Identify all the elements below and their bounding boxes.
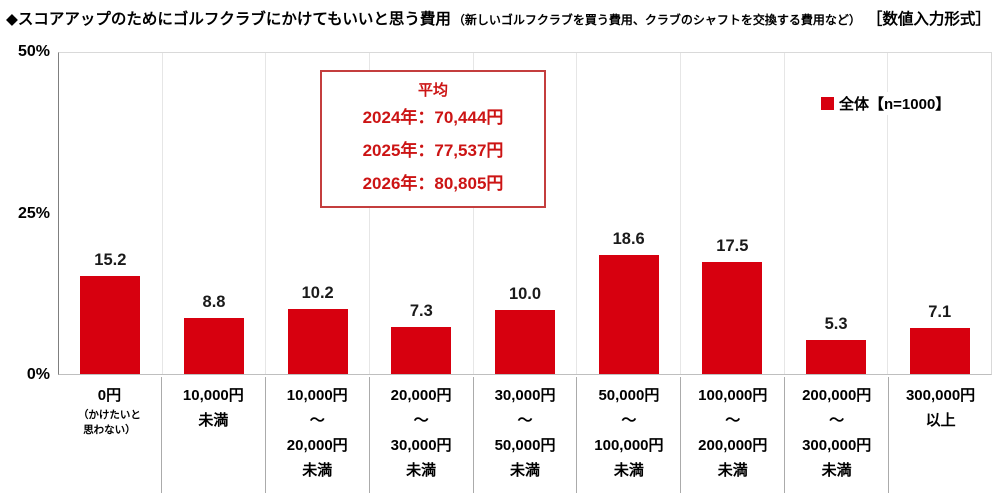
x-axis-category-label: 30,000円 ～ 50,000円 未満 <box>472 377 577 493</box>
bar <box>598 254 659 374</box>
x-label-line: 未満 <box>613 462 644 479</box>
x-label-line: 100,000円 <box>698 387 768 404</box>
average-annotation-box: 平均 2024年：70,444円 2025年：77,537円 2026年：80,… <box>320 70 546 208</box>
x-axis-category-label: 100,000円 ～ 200,000円 未満 <box>680 377 784 493</box>
x-label-line: 200,000円 <box>802 387 872 404</box>
x-label-subline: （かけたいと <box>77 409 141 421</box>
x-label-line: ～ <box>829 412 845 429</box>
chart-title: ◆スコアアップのためにゴルフクラブにかけてもいいと思う費用 （新しいゴルフクラブ… <box>6 7 998 29</box>
x-label-line: 100,000円 <box>594 437 664 454</box>
x-label-line: 未満 <box>510 462 541 479</box>
x-axis-labels: 0円 （かけたいと 思わない） 10,000円 未満 10,000円～ 20,000円 未満 2… <box>58 377 992 493</box>
x-label-line: 30,000円 <box>494 387 556 404</box>
plot-cell: 18.6 <box>576 53 680 374</box>
bar-value-label: 17.5 <box>716 236 749 255</box>
x-label-line: 300,000円 <box>802 437 872 454</box>
x-label-line: ～ <box>517 412 533 429</box>
plot-cell: 5.3 <box>783 53 888 374</box>
bar <box>287 308 348 374</box>
x-label-line: 以上 <box>925 412 956 429</box>
x-axis-category-label: 10,000円 ～ 20,000円 未満 <box>264 377 369 493</box>
plot-cell: 10.0 <box>472 53 577 374</box>
x-label-line: 30,000円 <box>390 437 452 454</box>
annotation-line-2024: 2024年：70,444円 <box>362 108 504 127</box>
bar-value-label: 7.1 <box>928 303 952 322</box>
x-axis-category-label: 300,000円 以上 <box>888 377 992 493</box>
x-label-line: 未満 <box>406 462 437 479</box>
x-label-subline: 思わない） <box>83 424 136 436</box>
x-label-line: 未満 <box>821 462 852 479</box>
bar-value-label: 7.3 <box>409 302 433 321</box>
bar-value-label: 5.3 <box>824 314 848 333</box>
x-label-line: ～ <box>413 412 429 429</box>
bar <box>909 328 970 374</box>
legend: 全体【n=1000】 <box>819 92 953 115</box>
x-axis-category-label: 50,000円 ～ 100,000円 未満 <box>576 377 680 493</box>
bar <box>80 276 141 374</box>
plot-cell: 15.2 <box>59 53 162 374</box>
x-label-line: 10,000円 <box>286 387 348 404</box>
plot-cell: 7.1 <box>887 53 991 374</box>
bar-value-label: 8.8 <box>202 292 226 311</box>
x-axis-category-label: 200,000円 ～ 300,000円 未満 <box>784 377 888 493</box>
annotation-line-2025: 2025年：77,537円 <box>362 141 504 160</box>
plot-cell: 10.2 <box>265 53 369 374</box>
bar <box>391 327 452 374</box>
plot-cell: 17.5 <box>680 53 784 374</box>
y-tick-label-50: 50% <box>17 43 50 60</box>
x-label-line: 10,000円 <box>182 387 244 404</box>
x-label-line: 50,000円 <box>598 387 660 404</box>
x-label-line: 200,000円 <box>698 437 768 454</box>
bar-value-label: 10.2 <box>301 283 334 302</box>
legend-label: 全体【n=1000】 <box>839 96 951 113</box>
x-axis-category-label: 10,000円 未満 <box>160 377 265 493</box>
bar <box>495 309 556 374</box>
x-label-line: ～ <box>621 412 637 429</box>
x-label-line: 0円 <box>97 387 122 404</box>
x-axis-category-label: 20,000円 ～ 30,000円 未満 <box>368 377 473 493</box>
x-label-line: 20,000円 <box>286 437 348 454</box>
annotation-line-2026: 2026年：80,805円 <box>362 174 504 193</box>
chart-title-main: ◆スコアアップのためにゴルフクラブにかけてもいいと思う費用 <box>6 11 451 28</box>
bar-value-label: 18.6 <box>612 229 645 248</box>
plot-cell: 7.3 <box>369 53 473 374</box>
chart-title-format: ［数値入力形式］ <box>866 11 991 28</box>
chart-title-sub: （新しいゴルフクラブを買う費用、クラブのシャフトを交換する費用など） <box>452 13 861 27</box>
x-axis-category-label: 0円 （かけたいと 思わない） <box>58 377 161 493</box>
plot-cell: 8.8 <box>161 53 266 374</box>
bar <box>184 317 244 374</box>
x-label-line: ～ <box>725 412 741 429</box>
x-label-line: 未満 <box>717 462 748 479</box>
x-label-line: ～ <box>309 412 325 429</box>
bar <box>702 261 763 374</box>
legend-marker-icon <box>821 97 834 110</box>
bar <box>806 339 867 374</box>
x-label-line: 300,000円 <box>905 387 976 404</box>
x-label-line: 50,000円 <box>494 437 556 454</box>
x-label-line: 未満 <box>302 462 333 479</box>
x-label-line: 20,000円 <box>390 387 452 404</box>
annotation-title: 平均 <box>417 82 448 99</box>
y-tick-label-25: 25% <box>17 205 50 222</box>
y-tick-label-0: 0% <box>26 366 50 383</box>
bar-value-label: 15.2 <box>94 251 127 270</box>
bar-value-label: 10.0 <box>508 284 542 303</box>
x-label-line: 未満 <box>198 412 229 429</box>
